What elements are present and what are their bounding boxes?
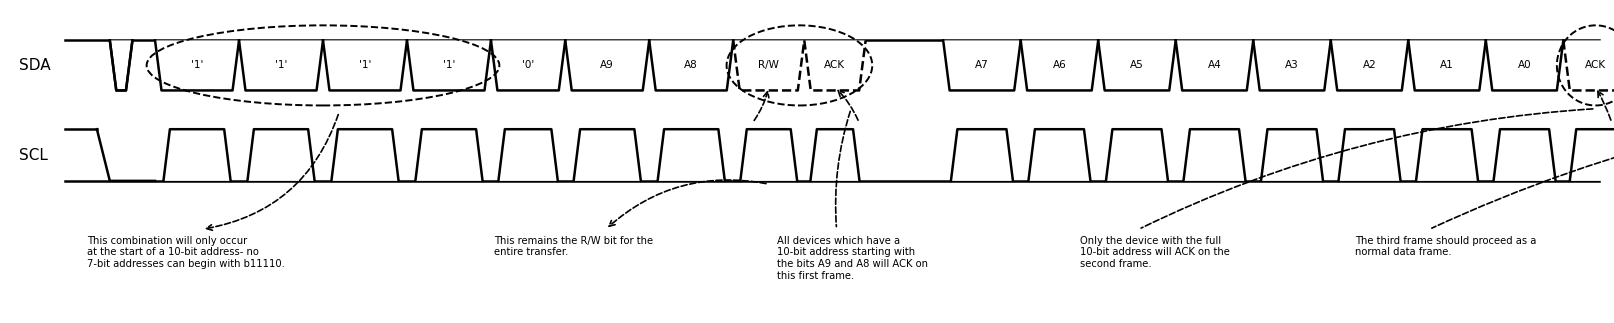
Polygon shape [1252, 40, 1330, 90]
Text: SDA: SDA [19, 58, 52, 73]
Polygon shape [491, 40, 565, 90]
Text: A9: A9 [600, 60, 613, 70]
Polygon shape [1562, 40, 1614, 90]
Text: SCL: SCL [19, 148, 48, 162]
Polygon shape [657, 129, 725, 181]
Polygon shape [739, 129, 797, 181]
Polygon shape [155, 40, 239, 90]
Polygon shape [499, 129, 557, 181]
Text: ACK: ACK [1583, 60, 1606, 70]
Text: A0: A0 [1517, 60, 1530, 70]
Polygon shape [649, 40, 733, 90]
Text: All devices which have a
10-bit address starting with
the bits A9 and A8 will AC: All devices which have a 10-bit address … [776, 236, 928, 281]
Polygon shape [1175, 40, 1252, 90]
Text: A1: A1 [1440, 60, 1453, 70]
Text: A5: A5 [1130, 60, 1143, 70]
Text: R/W: R/W [759, 60, 778, 70]
Polygon shape [407, 40, 491, 90]
Text: '1': '1' [358, 60, 371, 70]
Polygon shape [810, 129, 859, 181]
Text: '1': '1' [274, 60, 287, 70]
Polygon shape [1493, 129, 1554, 181]
Polygon shape [331, 129, 399, 181]
Polygon shape [565, 40, 649, 90]
Text: The third frame should proceed as a
normal data frame.: The third frame should proceed as a norm… [1354, 236, 1535, 257]
Text: This remains the R/W bit for the
entire transfer.: This remains the R/W bit for the entire … [494, 236, 652, 257]
Polygon shape [415, 129, 483, 181]
Polygon shape [1338, 129, 1399, 181]
Polygon shape [1485, 40, 1562, 90]
Text: Only the device with the full
10-bit address will ACK on the
second frame.: Only the device with the full 10-bit add… [1080, 236, 1228, 269]
Text: This combination will only occur
at the start of a 10-bit address- no
7-bit addr: This combination will only occur at the … [87, 236, 284, 269]
Polygon shape [1261, 129, 1322, 181]
Text: '1': '1' [190, 60, 203, 70]
Polygon shape [1106, 129, 1167, 181]
Polygon shape [943, 40, 1020, 90]
Text: A8: A8 [684, 60, 697, 70]
Text: ACK: ACK [823, 60, 846, 70]
Polygon shape [733, 40, 804, 90]
Polygon shape [804, 40, 865, 90]
Text: '1': '1' [442, 60, 455, 70]
Polygon shape [239, 40, 323, 90]
Polygon shape [1330, 40, 1407, 90]
Polygon shape [323, 40, 407, 90]
Polygon shape [1028, 129, 1089, 181]
Polygon shape [247, 129, 315, 181]
Text: A6: A6 [1052, 60, 1065, 70]
Text: '0': '0' [521, 60, 534, 70]
Polygon shape [110, 40, 132, 90]
Text: A7: A7 [975, 60, 988, 70]
Polygon shape [1020, 40, 1098, 90]
Polygon shape [1415, 129, 1477, 181]
Polygon shape [1183, 129, 1244, 181]
Polygon shape [1569, 129, 1614, 181]
Text: A3: A3 [1285, 60, 1298, 70]
Text: A2: A2 [1362, 60, 1375, 70]
Polygon shape [163, 129, 231, 181]
Polygon shape [573, 129, 641, 181]
Text: A4: A4 [1207, 60, 1220, 70]
Polygon shape [1098, 40, 1175, 90]
Polygon shape [951, 129, 1012, 181]
Polygon shape [1407, 40, 1485, 90]
